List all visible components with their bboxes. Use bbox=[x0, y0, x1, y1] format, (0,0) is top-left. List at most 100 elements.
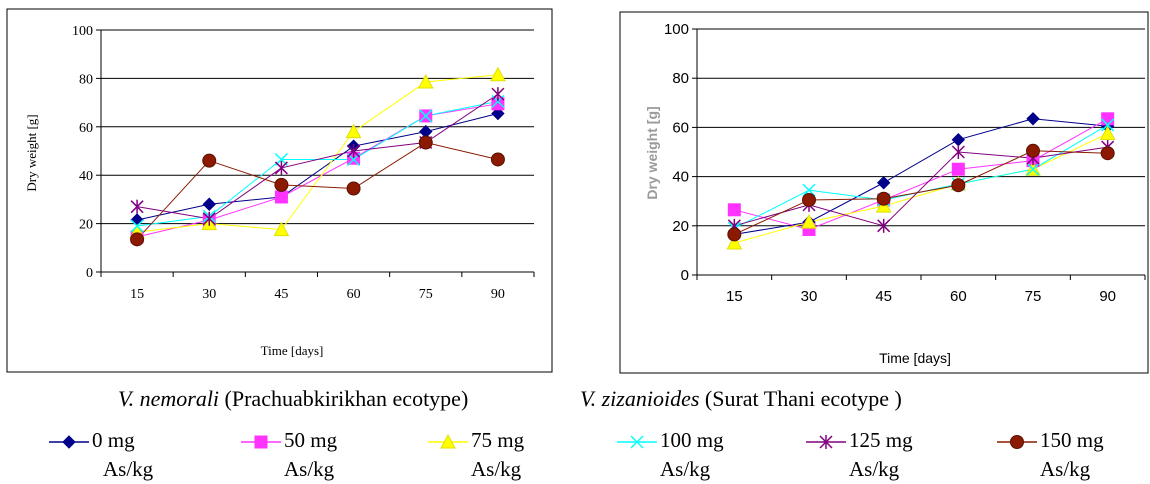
right-series-2-point bbox=[951, 162, 965, 176]
left-y-tick-label: 80 bbox=[79, 72, 93, 87]
left-y-tick-label: 60 bbox=[79, 121, 93, 136]
left-caption-species: V. nemorali bbox=[118, 386, 220, 411]
right-series-line-5 bbox=[734, 146, 1108, 227]
left-series-4-point bbox=[130, 219, 144, 233]
legend-diamond-icon bbox=[62, 435, 76, 449]
legend-triangle-icon bbox=[440, 433, 456, 449]
left-caption-ecotype: (Prachuabkirikhan ecotype) bbox=[219, 386, 469, 411]
right-series-2-point bbox=[727, 203, 741, 217]
right-caption-ecotype: (Surat Thani ecotype ) bbox=[699, 386, 902, 411]
right-series-line-2 bbox=[734, 118, 1108, 231]
right-x-tick-label: 60 bbox=[950, 288, 967, 305]
legend-square-icon bbox=[254, 435, 268, 449]
right-series-3-point bbox=[801, 214, 817, 229]
legend-item-5: 125 mg As/kg bbox=[806, 428, 913, 481]
right-series-4-point bbox=[1026, 162, 1040, 176]
right-caption-species: V. zizanioides bbox=[580, 386, 700, 411]
left-series-6-point bbox=[202, 153, 217, 168]
right-y-tick-label: 0 bbox=[681, 267, 689, 284]
right-series-6-point bbox=[951, 178, 966, 193]
legend-item-4: 100 mg As/kg bbox=[617, 428, 724, 481]
left-series-3-point bbox=[490, 66, 506, 82]
left-x-axis-label: Time [days] bbox=[261, 343, 324, 358]
left-x-tick-label: 15 bbox=[130, 287, 144, 302]
right-series-6-point bbox=[1100, 146, 1115, 161]
right-chart: 0 20 40 60 80 100 15 30 45 60 75 90 Time [days] Dry w… bbox=[619, 11, 1149, 374]
right-y-tick-label: 20 bbox=[672, 218, 689, 235]
right-chart-caption: V. zizanioides (Surat Thani ecotype ) bbox=[580, 386, 902, 412]
left-series-line-3 bbox=[137, 74, 498, 233]
right-series-6-point bbox=[876, 191, 891, 206]
right-y-tick-label: 100 bbox=[664, 21, 689, 38]
left-x-tick-label: 75 bbox=[419, 287, 433, 302]
left-series-line-1 bbox=[136, 113, 499, 221]
left-series-5-point bbox=[274, 160, 288, 175]
right-y-tick-label: 60 bbox=[672, 119, 689, 136]
legend-asterisk-icon bbox=[819, 435, 833, 449]
legend-label-line2: As/kg bbox=[284, 457, 335, 481]
legend-label-line1: 50 mg bbox=[284, 428, 338, 452]
right-x-tick-label: 15 bbox=[726, 288, 743, 305]
left-chart: 0 20 40 60 80 100 15 30 45 60 75 90 Time [days] Dry w… bbox=[6, 8, 553, 373]
right-series-6-point bbox=[802, 192, 816, 207]
right-series-6-point bbox=[1026, 143, 1040, 158]
left-series-6-point bbox=[418, 135, 433, 150]
right-series-3-point bbox=[1099, 125, 1116, 141]
right-series-line-1 bbox=[734, 118, 1108, 235]
legend-label-line2: As/kg bbox=[471, 457, 522, 481]
left-series-5-point bbox=[491, 87, 505, 102]
legend-label-line2: As/kg bbox=[849, 457, 900, 481]
left-series-1-point bbox=[491, 106, 505, 121]
legend-label-line1: 100 mg bbox=[660, 428, 724, 452]
left-y-tick-label: 0 bbox=[86, 266, 93, 281]
legend-label-line2: As/kg bbox=[103, 457, 154, 481]
left-y-tick-label: 100 bbox=[72, 24, 93, 39]
right-x-axis-label: Time [days] bbox=[879, 350, 951, 366]
left-series-5-point bbox=[130, 199, 144, 214]
left-y-tick-label: 40 bbox=[79, 169, 93, 184]
legend-item-2: 50 mg As/kg bbox=[241, 428, 338, 481]
left-series-6-point bbox=[346, 181, 361, 196]
legend-x-icon bbox=[630, 435, 644, 449]
left-series-4-point bbox=[419, 109, 433, 123]
right-series-5-point bbox=[951, 145, 965, 159]
legend-label-line1: 75 mg bbox=[471, 428, 525, 452]
right-series-line-3 bbox=[734, 133, 1108, 244]
left-series-3-point bbox=[417, 73, 434, 89]
left-x-tick-label: 30 bbox=[202, 287, 216, 302]
right-series-6-point bbox=[727, 227, 742, 242]
legend-circle-icon bbox=[1010, 435, 1024, 449]
left-x-tick-label: 90 bbox=[491, 287, 505, 302]
left-series-6-point bbox=[490, 152, 505, 167]
left-series-line-5 bbox=[137, 93, 499, 220]
right-series-1-point bbox=[1026, 112, 1040, 126]
left-y-axis-label: Dry weight [g] bbox=[24, 114, 39, 191]
legend-item-1: 0 mg As/kg bbox=[49, 428, 154, 481]
right-series-4-point bbox=[802, 183, 816, 197]
right-series-1-point bbox=[876, 176, 891, 190]
right-series-3-point bbox=[726, 234, 743, 250]
left-series-line-6 bbox=[136, 141, 499, 240]
right-y-axis-label: Dry weight [g] bbox=[644, 106, 660, 199]
legend-label-line1: 0 mg bbox=[92, 428, 135, 452]
legend-item-6: 150 mg As/kg bbox=[997, 428, 1104, 481]
left-series-5-point bbox=[202, 211, 216, 226]
left-series-5-point bbox=[347, 144, 361, 158]
legend-label-line2: As/kg bbox=[1040, 457, 1091, 481]
right-y-tick-label: 40 bbox=[672, 169, 689, 186]
legend-label-line1: 150 mg bbox=[1040, 428, 1104, 452]
right-x-tick-label: 30 bbox=[801, 288, 818, 305]
left-series-6-point bbox=[130, 232, 145, 247]
left-chart-caption: V. nemorali (Prachuabkirikhan ecotype) bbox=[118, 386, 468, 412]
left-series-3-point bbox=[273, 221, 290, 237]
left-series-6-point bbox=[274, 177, 289, 192]
legend-item-3: 75 mg As/kg bbox=[428, 428, 525, 481]
left-series-3-point bbox=[345, 123, 362, 139]
left-x-tick-label: 45 bbox=[274, 287, 288, 302]
legend-label-line1: 125 mg bbox=[849, 428, 913, 452]
right-x-tick-label: 75 bbox=[1025, 288, 1042, 305]
right-series-5-point bbox=[877, 218, 891, 233]
right-y-tick-label: 80 bbox=[672, 70, 689, 87]
right-series-line-6 bbox=[734, 150, 1108, 235]
